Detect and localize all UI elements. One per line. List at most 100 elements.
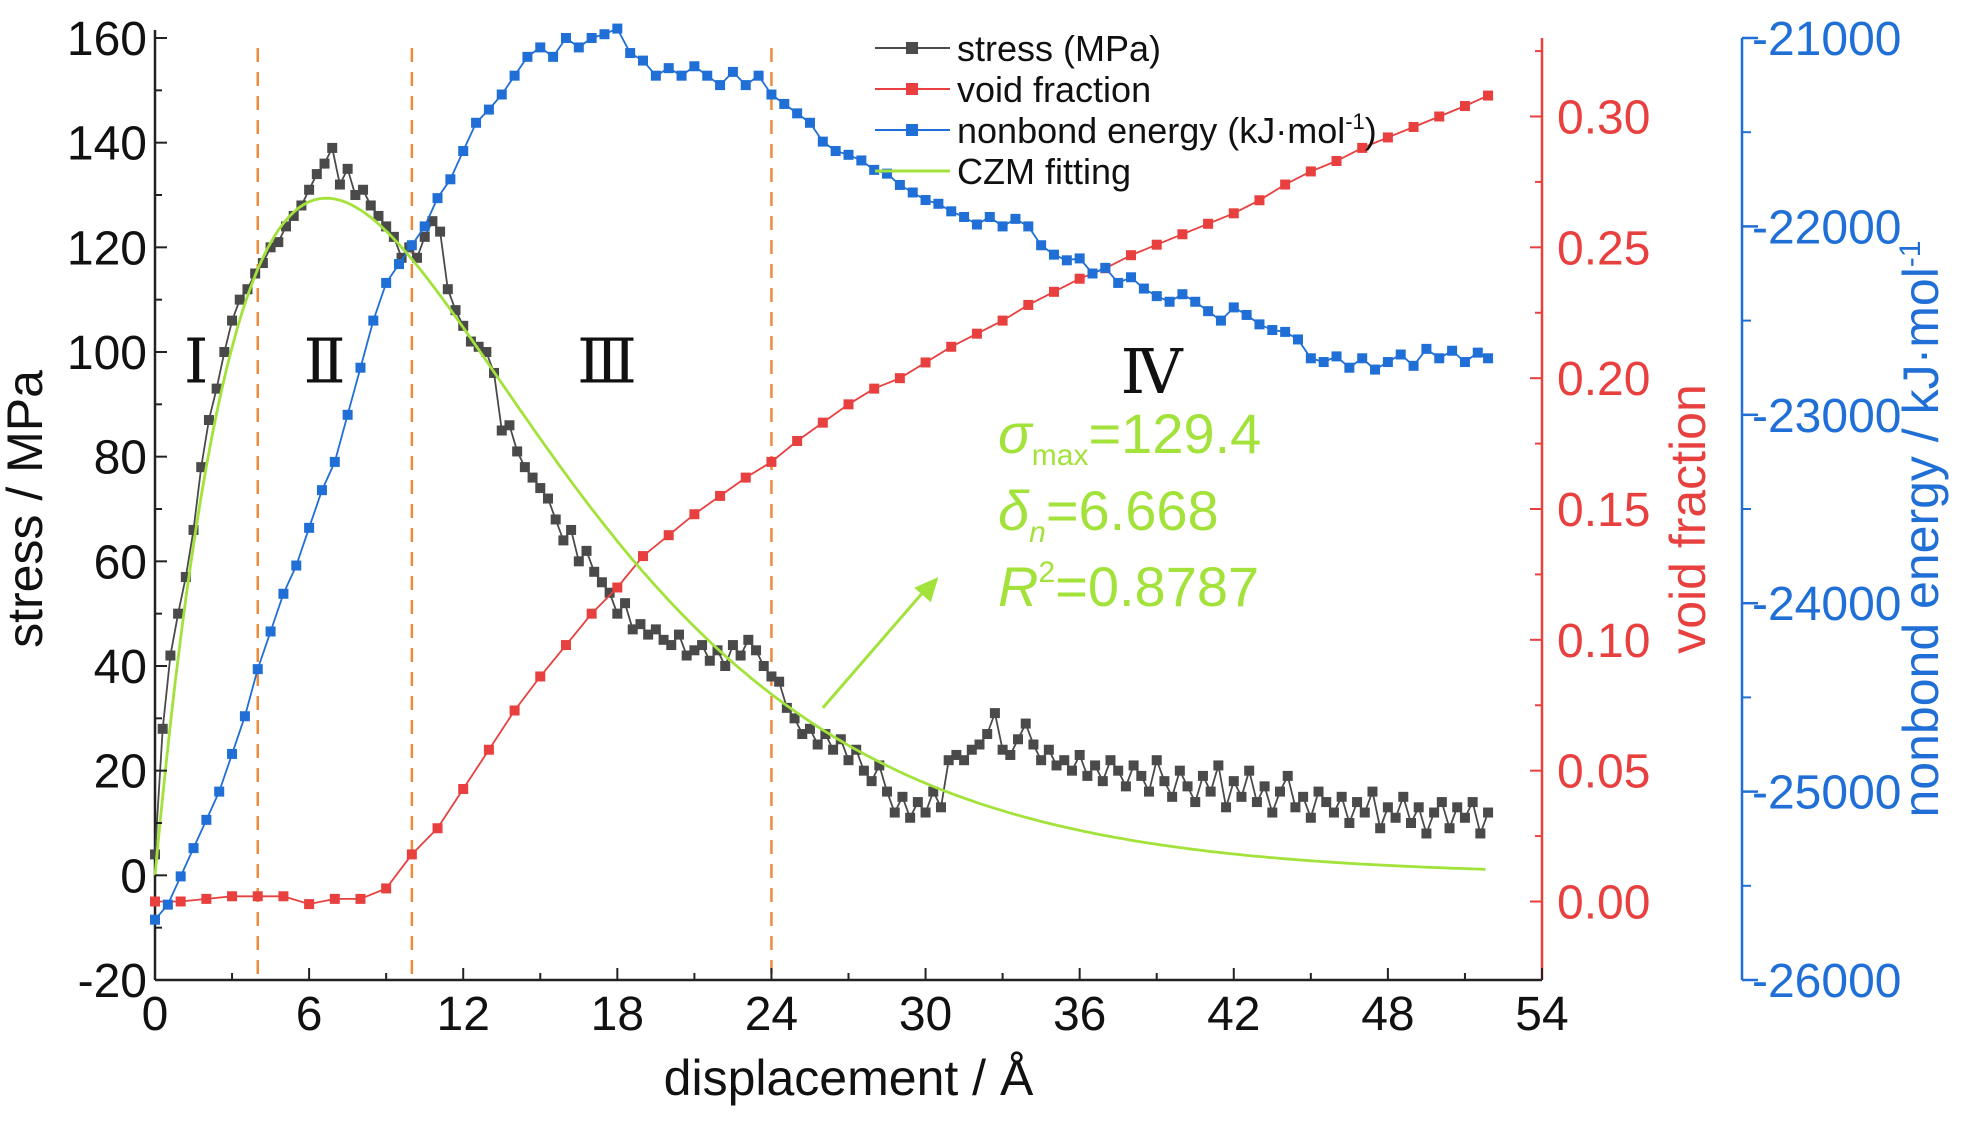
void-fraction-point (843, 399, 854, 410)
nonbond-energy-point (907, 187, 918, 198)
x-axis-label: displacement / Å (664, 1050, 1034, 1106)
stress-point (1013, 734, 1024, 745)
x-tick-label: 24 (745, 988, 798, 1041)
nonbond-energy-point (1447, 345, 1458, 356)
legend-label: CZM fitting (957, 151, 1131, 192)
void-fraction-point (227, 891, 238, 902)
stress-point (211, 383, 222, 394)
nonbond-energy-point (406, 240, 417, 251)
void-fraction-point (1408, 121, 1419, 132)
stress-point (858, 765, 869, 776)
nonbond-energy-point (702, 70, 713, 81)
stress-point (727, 640, 738, 651)
nonbond-energy-point (792, 108, 803, 119)
void-fraction-point (689, 509, 700, 520)
nonbond-energy-point (509, 70, 520, 81)
nonbond-energy-point (1228, 302, 1239, 313)
y-right-tick-label: 0.00 (1557, 877, 1650, 930)
nonbond-energy-point (1087, 268, 1098, 279)
y-left-tick-label: 140 (67, 118, 147, 171)
region-label: Ⅳ (1121, 339, 1184, 407)
nonbond-energy-point (471, 117, 482, 128)
stress-point (566, 524, 577, 535)
nonbond-energy-point (381, 277, 392, 288)
stress-point (1421, 828, 1432, 839)
stress-point (1174, 765, 1185, 776)
czm-fitting-line (153, 196, 1486, 876)
nonbond-energy-point (959, 211, 970, 222)
stress-point (1436, 797, 1447, 808)
stress-point (481, 347, 492, 357)
nonbond-energy-point (1010, 213, 1021, 224)
nonbond-energy-point (869, 164, 880, 175)
nonbond-energy-point (201, 814, 212, 825)
nonbond-energy-point (1241, 309, 1252, 320)
stress-point (650, 624, 661, 635)
stress-point (1120, 781, 1131, 792)
stress-point (288, 210, 299, 221)
stress-point (943, 755, 954, 766)
stress-point (519, 462, 530, 473)
nonbond-energy-point (265, 626, 276, 637)
x-tick-label: 30 (899, 988, 952, 1041)
stress-point (558, 535, 569, 546)
y-left-tick-label: 120 (67, 222, 147, 275)
y-energy-tick-label: -22000 (1752, 201, 1901, 254)
nonbond-energy-point (445, 174, 456, 185)
nonbond-energy-point (586, 33, 597, 43)
stress-point (1128, 760, 1139, 771)
stress-point (758, 661, 769, 671)
nonbond-energy-point (612, 23, 623, 34)
stress-point (157, 723, 168, 734)
nonbond-energy-point (368, 315, 379, 326)
nonbond-energy-point (663, 63, 674, 74)
stress-point (257, 258, 268, 269)
void-fraction-point (920, 357, 931, 368)
stress-point (1444, 823, 1455, 834)
legend-label: nonbond energy (kJ·mol-1) (957, 109, 1377, 151)
stress-point (1251, 797, 1262, 808)
stress-point (589, 566, 600, 577)
void-fraction-line (155, 94, 1489, 906)
stress-point (1267, 807, 1278, 818)
void-fraction-point (1203, 218, 1214, 229)
void-fraction-point (946, 341, 957, 352)
y-left-tick-label: 60 (94, 536, 147, 589)
nonbond-energy-point (933, 198, 944, 209)
stress-point (1066, 765, 1077, 776)
nonbond-energy-point (971, 219, 982, 230)
void-fraction-point (1048, 286, 1059, 297)
data-series (150, 23, 1494, 925)
stress-point (866, 776, 877, 787)
nonbond-energy-point (227, 748, 238, 759)
y-right-tick-label: 0.10 (1557, 615, 1650, 668)
nonbond-energy-point (1113, 277, 1124, 288)
stress-point (735, 650, 746, 661)
annot-sigma-max: σmax=129.4 (998, 402, 1261, 472)
nonbond-energy-point (304, 522, 315, 533)
stress-point (265, 242, 276, 253)
nonbond-energy-point (1292, 334, 1303, 345)
nonbond-energy-point (1215, 315, 1226, 326)
void-fraction-point (1305, 166, 1316, 177)
void-fraction-point (458, 783, 469, 794)
stress-point (959, 755, 970, 766)
nonbond-energy-point (740, 80, 751, 91)
stress-point (789, 713, 800, 724)
annot-arrow-shaft (821, 585, 930, 709)
legend-swatch-marker (906, 42, 918, 54)
y-left-tick-label: -20 (78, 955, 147, 1008)
stress-point (1043, 744, 1054, 755)
void-fraction-point (278, 891, 289, 902)
y-right-axis-label: void fraction (1660, 384, 1716, 654)
region-dividers (256, 48, 773, 980)
x-tick-label: 42 (1207, 988, 1260, 1041)
void-fraction-point (766, 456, 777, 467)
nonbond-energy-point (573, 42, 584, 53)
void-fraction-point (1280, 179, 1291, 190)
stress-point (751, 645, 762, 656)
